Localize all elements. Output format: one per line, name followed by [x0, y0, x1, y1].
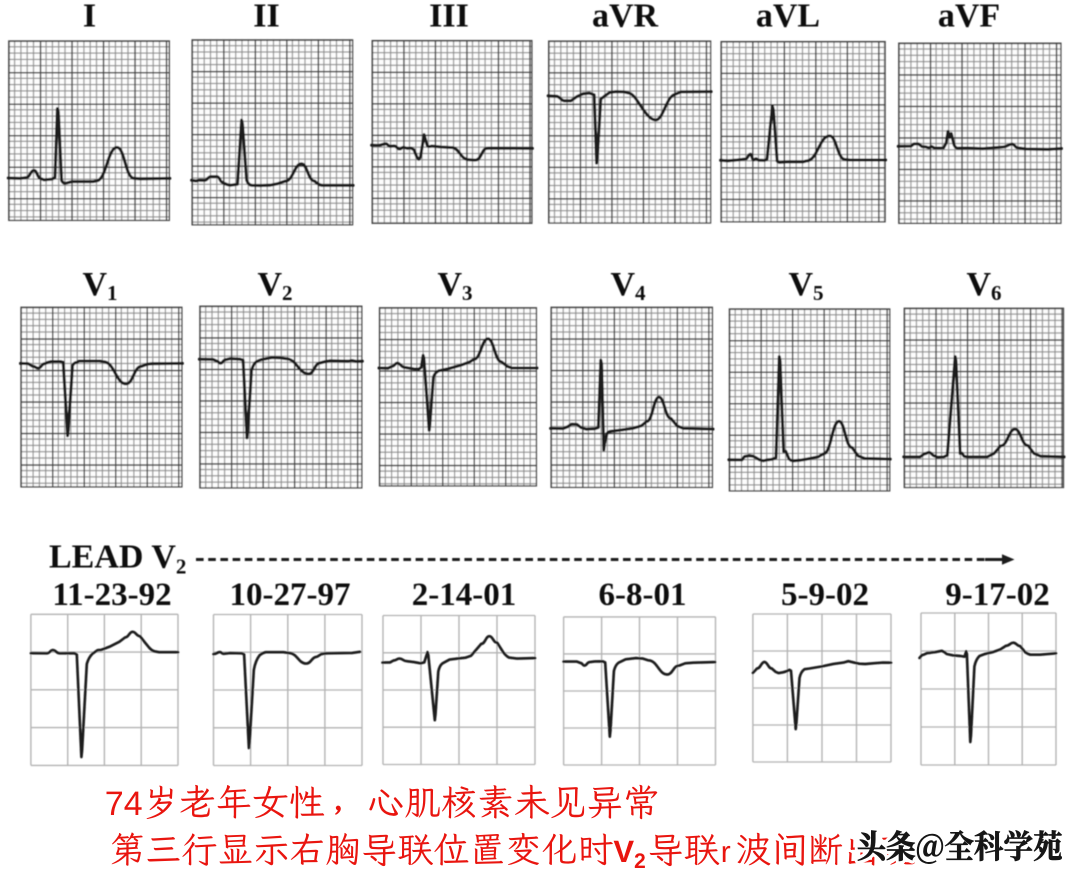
svg-text:6-8-01: 6-8-01	[599, 577, 687, 613]
svg-text:V3: V3	[437, 266, 472, 305]
svg-text:aVF: aVF	[938, 0, 1000, 35]
svg-text:III: III	[429, 0, 469, 35]
svg-text:LEAD V2: LEAD V2	[49, 539, 186, 579]
svg-text:I: I	[83, 0, 96, 35]
svg-text:II: II	[253, 0, 279, 35]
svg-text:9-17-02: 9-17-02	[945, 577, 1049, 613]
svg-text:10-27-97: 10-27-97	[230, 577, 351, 613]
svg-text:5-9-02: 5-9-02	[781, 577, 869, 613]
svg-text:2-14-01: 2-14-01	[412, 577, 516, 613]
svg-text:aVR: aVR	[592, 0, 659, 35]
svg-text:11-23-92: 11-23-92	[52, 577, 171, 613]
svg-text:aVL: aVL	[756, 0, 820, 35]
